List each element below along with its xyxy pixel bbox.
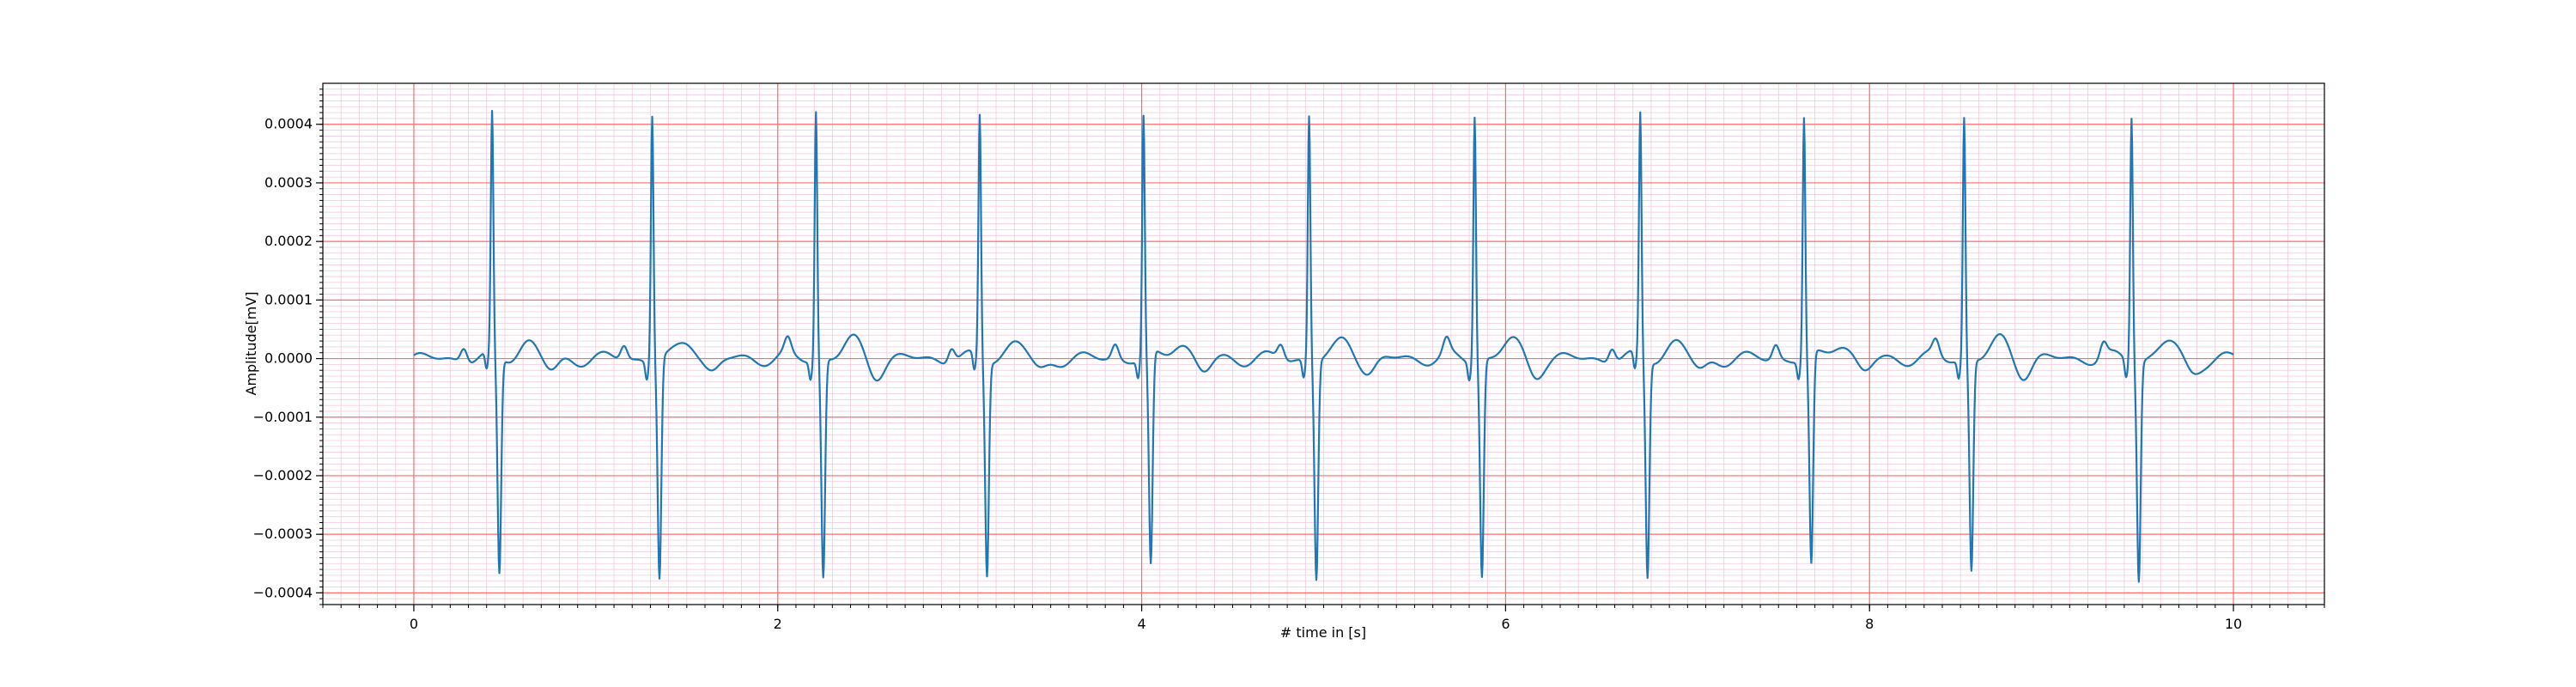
y-tick-label: 0.0002 bbox=[264, 233, 313, 249]
y-tick-label: 0.0003 bbox=[264, 174, 313, 191]
x-tick-label: 8 bbox=[1865, 616, 1874, 632]
ecg-series-line bbox=[413, 109, 2234, 583]
x-tick-label: 0 bbox=[410, 616, 418, 632]
y-tick-label: 0.0004 bbox=[264, 116, 313, 132]
x-tick-label: 10 bbox=[2225, 616, 2242, 632]
y-tick-label: −0.0002 bbox=[253, 467, 313, 483]
y-tick-label: 0.0000 bbox=[264, 350, 313, 367]
x-tick-label: 6 bbox=[1501, 616, 1510, 632]
x-tick-label: 4 bbox=[1137, 616, 1145, 632]
y-tick-label: −0.0003 bbox=[253, 526, 313, 542]
y-axis-label: Amplitude[mV] bbox=[243, 291, 259, 395]
x-axis-label: # time in [s] bbox=[1280, 624, 1366, 641]
major-grid bbox=[323, 83, 2324, 605]
y-tick-label: −0.0004 bbox=[253, 584, 313, 600]
y-tick-label: −0.0001 bbox=[253, 409, 313, 425]
x-tick-label: 2 bbox=[774, 616, 782, 632]
y-tick-label: 0.0001 bbox=[264, 291, 313, 307]
series-layer bbox=[413, 109, 2234, 583]
x-axis: 0 2 4 6 8 10 bbox=[322, 605, 2325, 632]
y-axis: −0.0004 −0.0003 −0.0002 −0.0001 0.0000 0.0001… bbox=[253, 88, 323, 605]
